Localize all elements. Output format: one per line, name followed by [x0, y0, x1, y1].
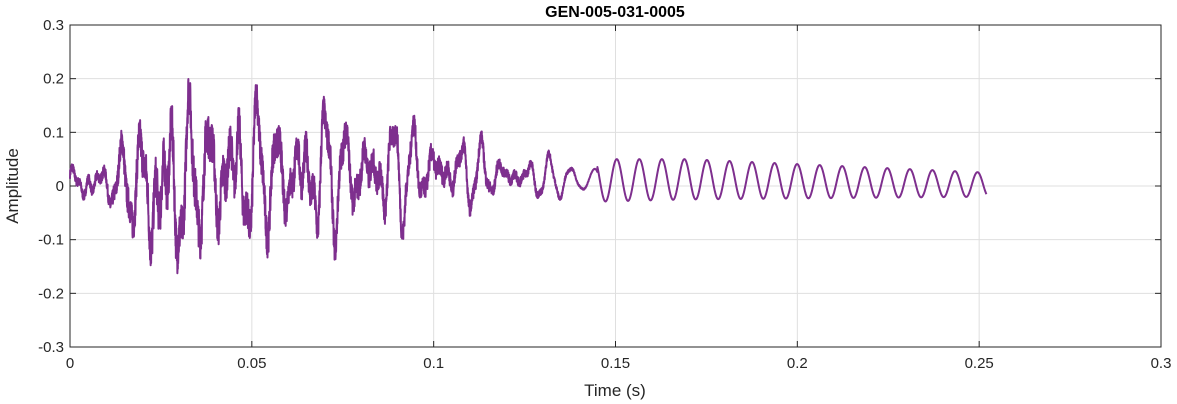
y-tick-label: 0.2	[43, 71, 64, 88]
series	[69, 78, 988, 275]
chart-title: GEN-005-031-0005	[545, 4, 685, 21]
x-tick-label: 0.25	[965, 355, 994, 372]
x-tick-label: 0.15	[601, 355, 630, 372]
y-tick-label: 0.1	[43, 124, 64, 141]
x-tick-label: 0	[66, 355, 74, 372]
x-tick-label: 0.1	[423, 355, 444, 372]
y-axis-label: Amplitude	[3, 148, 22, 224]
x-tick-label: 0.3	[1151, 355, 1172, 372]
y-tick-label: -0.3	[38, 339, 64, 356]
y-tick-label: 0	[56, 178, 64, 195]
series-line	[69, 78, 988, 275]
x-tick-label: 0.2	[787, 355, 808, 372]
y-tick-label: 0.3	[43, 17, 64, 34]
x-axis-label: Time (s)	[584, 381, 646, 400]
y-tick-label: -0.2	[38, 285, 64, 302]
ticks: 0 0.05 0.1 0.15 0.2 0.25 0.3 -0.3 -0.2 -0.1 0 0.1 0.…	[38, 17, 1171, 372]
y-tick-label: -0.1	[38, 232, 64, 249]
x-tick-label: 0.05	[237, 355, 266, 372]
